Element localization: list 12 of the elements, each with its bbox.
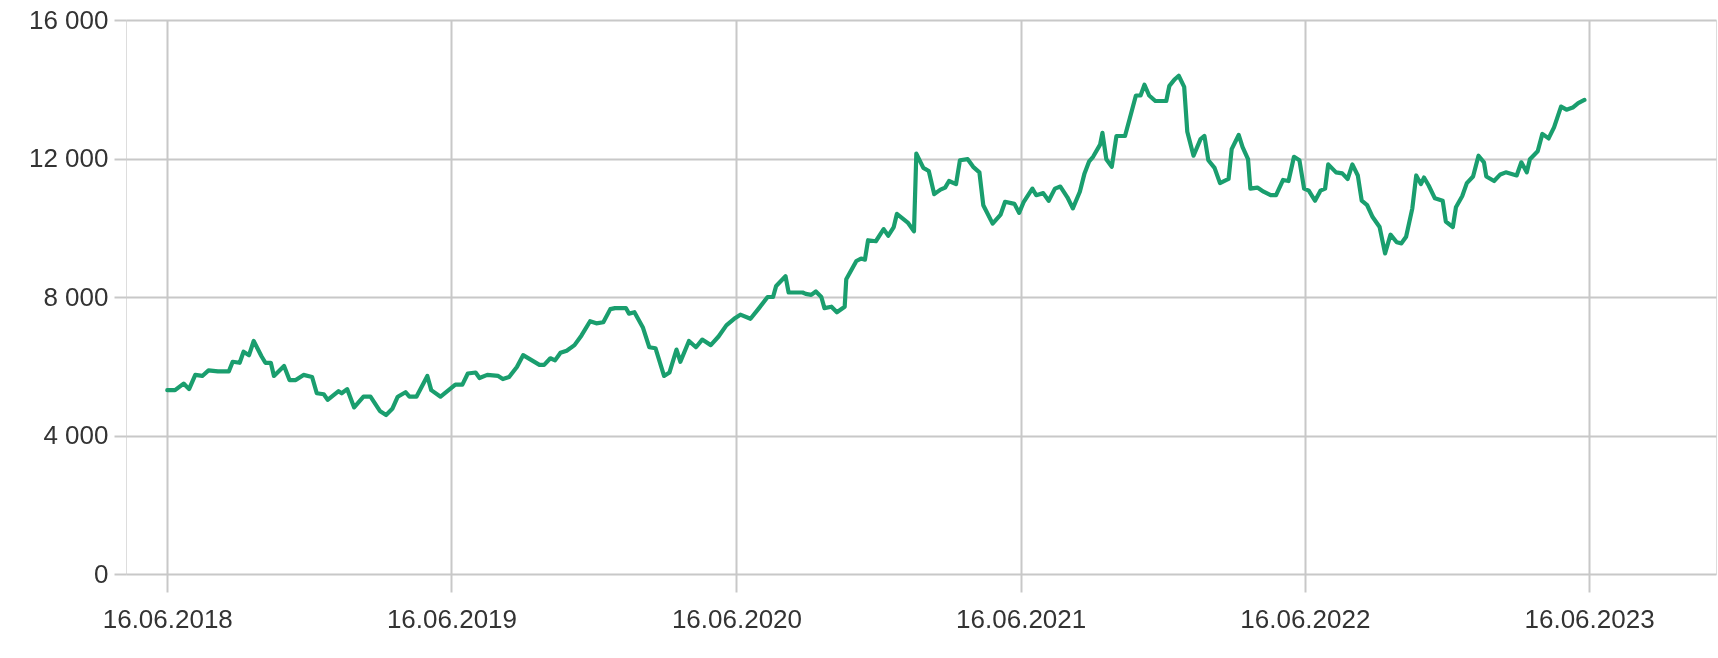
x-tick-label: 16.06.2020	[671, 603, 803, 634]
x-tick-label: 16.06.2021	[956, 603, 1087, 634]
x-tick-label: 16.06.2019	[386, 603, 518, 634]
y-tick-label: 12 000	[28, 143, 109, 173]
y-tick-label: 0	[94, 558, 109, 589]
y-tick-label: 16 000	[28, 4, 109, 35]
x-tick-label: 16.06.2022	[1240, 603, 1371, 634]
line-series	[165, 73, 1587, 418]
x-tick-label: 16.06.2018	[102, 603, 233, 634]
y-tick-label: 8 000	[43, 281, 109, 312]
y-tick-label: 4 000	[43, 420, 109, 450]
x-tick-label: 16.06.2023	[1524, 603, 1655, 634]
